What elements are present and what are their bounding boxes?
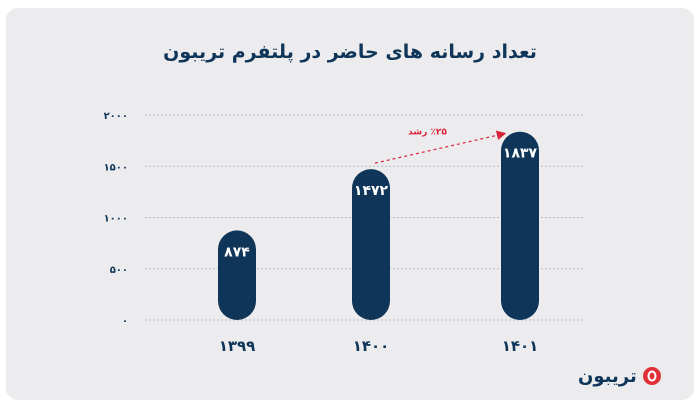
chart-title: تعداد رسانه های حاضر در پلتفرم تریبون <box>163 41 537 63</box>
bar-value-label: ۸۷۴ <box>224 244 250 260</box>
brand-name: تریبون <box>578 365 637 387</box>
chart-card: تعداد رسانه های حاضر در پلتفرم تریبون <box>6 8 694 400</box>
bar <box>218 230 256 320</box>
x-category-label: ۱۴۰۱ <box>502 337 539 355</box>
y-tick-label: ۲۰۰۰ <box>104 111 128 122</box>
x-category-label: ۱۳۹۹ <box>219 337 256 355</box>
growth-arrow <box>374 130 507 164</box>
growth-annotation-label: ٪۲۵ رشد <box>408 127 447 137</box>
y-tick-label: ۵۰۰ <box>110 265 128 276</box>
brand-logo: تریبون <box>578 364 662 388</box>
x-category-label: ۱۴۰۰ <box>353 337 390 355</box>
bar-value-label: ۱۴۷۲ <box>354 183 389 199</box>
bar-value-label: ۱۸۳۷ <box>503 146 538 162</box>
y-tick-label: ۱۰۰۰ <box>104 214 128 225</box>
y-tick-label: ۱۵۰۰ <box>104 162 128 173</box>
bar <box>352 169 390 320</box>
y-tick-label: ۰ <box>122 316 128 327</box>
tribune-logo-icon <box>642 367 661 385</box>
bar <box>501 131 539 320</box>
